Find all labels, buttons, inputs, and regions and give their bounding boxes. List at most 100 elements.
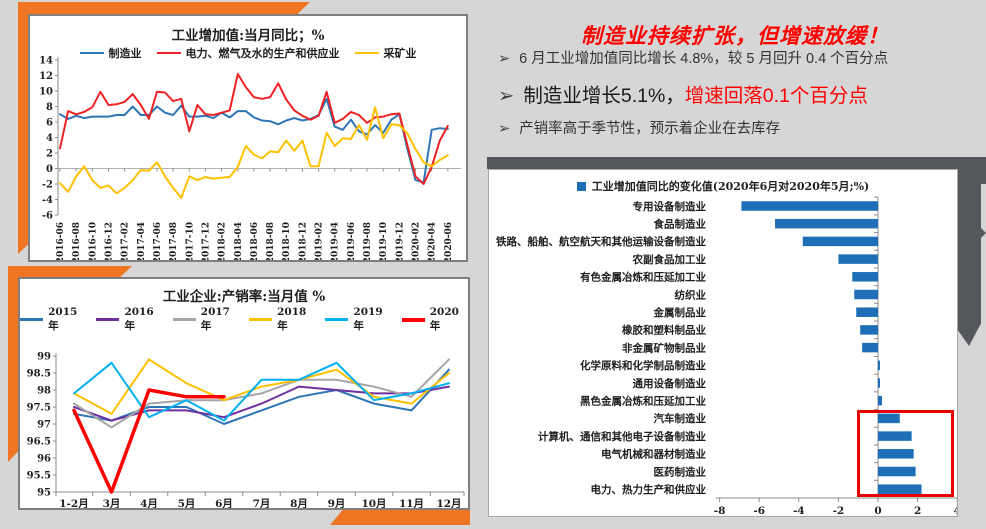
svg-text:2020-04: 2020-04 [428, 222, 438, 260]
svg-text:2018-12: 2018-12 [298, 222, 308, 260]
legend-item: 2018年 [249, 306, 315, 333]
bullet-industrial-growth: ➢ 6 月工业增加值同比增长 4.8%，较 5 月回升 0.4 个百分点 [498, 50, 982, 70]
legend-label: 2016年 [124, 306, 154, 332]
legend-swatch [20, 318, 44, 321]
svg-text:2017-06: 2017-06 [153, 222, 163, 260]
svg-text:专用设备制造业: 专用设备制造业 [633, 200, 707, 213]
svg-text:汽车制造业: 汽车制造业 [654, 412, 707, 425]
legend-swatch [325, 318, 349, 321]
svg-text:0: 0 [46, 164, 53, 175]
chart2-title: 工业企业:产销率:当月值 % [162, 289, 326, 305]
bullet-text-red: 增速回落0.1个百分点 [684, 84, 868, 107]
svg-text:10月: 10月 [361, 498, 386, 508]
chart3-plot: -8 -6 -4 -2 0 2 4 专用设备制造业食品制造业铁路、船舶、航空航天和其他运输设备… [496, 196, 957, 516]
svg-text:12月: 12月 [436, 498, 461, 508]
legend-label: 工业增加值同比的变化值(2020年6月对2020年5月;%) [591, 180, 870, 193]
legend-label: 采矿业 [383, 47, 417, 60]
legend-item: 采矿业 [354, 45, 417, 61]
chart2-legend: 2015年 2016年 2017年 2018年 2019年 2020年 [20, 306, 468, 333]
svg-text:2017-04: 2017-04 [137, 222, 147, 260]
svg-text:2018-08: 2018-08 [266, 222, 276, 260]
chart2-plot: 99 98.5 98 97.5 97 96.5 96 95.5 95 1-2月 3月 4月 5月 6月 7月… [27, 352, 465, 508]
svg-text:97.5: 97.5 [27, 403, 51, 414]
arrow-bullet-icon: ➢ [498, 51, 511, 67]
svg-text:医药制造业: 医药制造业 [654, 465, 707, 478]
gray-arrow-right-icon [979, 226, 986, 240]
bullet-manufacturing-growth: ➢ 制造业增长5.1%，增速回落0.1个百分点 [498, 83, 982, 109]
svg-text:2017-02: 2017-02 [121, 222, 131, 260]
svg-text:2017-08: 2017-08 [169, 222, 179, 260]
svg-text:2020-02: 2020-02 [412, 222, 422, 260]
legend-label: 2019年 [353, 306, 383, 332]
gray-band-right [957, 157, 981, 346]
svg-text:8: 8 [46, 102, 53, 113]
svg-text:有色金属冶炼和压延加工业: 有色金属冶炼和压延加工业 [580, 271, 706, 284]
svg-text:化学原料和化学制品制造业: 化学原料和化学制品制造业 [580, 359, 706, 372]
svg-text:99: 99 [37, 352, 51, 363]
svg-text:2019-10: 2019-10 [379, 222, 389, 260]
orange-accent-p1-top [18, 2, 310, 16]
svg-text:2019-12: 2019-12 [395, 222, 405, 260]
svg-text:4月: 4月 [140, 498, 158, 508]
svg-text:-2: -2 [833, 505, 845, 516]
svg-text:4: 4 [954, 505, 957, 516]
svg-text:2017-12: 2017-12 [201, 222, 211, 260]
legend-swatch [79, 51, 104, 55]
svg-text:通用设备制造业: 通用设备制造业 [633, 377, 707, 390]
svg-text:-6: -6 [753, 505, 765, 516]
svg-text:96.5: 96.5 [27, 437, 51, 448]
panel-industrial-value-added: 工业增加值:当月同比；% 制造业 电力、燃气及水的生产和供应业 采矿业 14 12 10… [28, 14, 468, 262]
svg-text:1-2月: 1-2月 [59, 498, 88, 508]
legend-swatch [156, 51, 181, 55]
svg-text:金属制品业: 金属制品业 [653, 306, 707, 319]
legend-label: 2018年 [277, 306, 307, 332]
legend-swatch [172, 318, 196, 321]
panel-sales-output-ratio: 工业企业:产销率:当月值 % 2015年 2016年 2017年 2018年 2019年… [18, 277, 470, 510]
legend-item: 制造业 [79, 45, 142, 61]
svg-text:97: 97 [37, 420, 51, 431]
svg-text:铁路、船舶、航空航天和其他运输设备制造业: 铁路、船舶、航空航天和其他运输设备制造业 [496, 235, 706, 248]
svg-text:10: 10 [39, 87, 53, 98]
svg-text:橡胶和塑料制品业: 橡胶和塑料制品业 [622, 324, 706, 337]
svg-text:2019-08: 2019-08 [363, 222, 373, 260]
bullet-text-black: 制造业增长5.1%， [523, 84, 685, 107]
svg-text:3月: 3月 [103, 498, 121, 508]
svg-text:2018-02: 2018-02 [218, 222, 228, 260]
legend-swatch [96, 318, 120, 321]
svg-text:98.5: 98.5 [27, 369, 51, 380]
svg-text:2019-02: 2019-02 [315, 222, 325, 260]
bullet-list: ➢ 6 月工业增加值同比增长 4.8%，较 5 月回升 0.4 个百分点 ➢ 制… [498, 50, 982, 152]
arrow-bullet-icon: ➢ [498, 120, 511, 137]
bullet-sales-ratio: ➢ 产销率高于季节性，预示着企业在去库存 [498, 120, 982, 140]
orange-accent-p2-top [8, 266, 132, 280]
orange-accent-p2-bottom [330, 510, 470, 525]
svg-text:95.5: 95.5 [27, 471, 51, 482]
svg-text:食品制造业: 食品制造业 [653, 218, 707, 231]
legend-label: 2017年 [200, 306, 230, 332]
svg-text:4: 4 [46, 133, 53, 144]
chart1-title: 工业增加值:当月同比；% [171, 28, 325, 44]
svg-text:-4: -4 [42, 195, 53, 206]
highlight-box [857, 410, 954, 497]
svg-text:2020-06: 2020-06 [444, 222, 454, 260]
svg-text:-4: -4 [793, 505, 805, 516]
legend-label: 制造业 [108, 47, 142, 60]
svg-text:2016-08: 2016-08 [72, 222, 82, 260]
svg-text:黑色金属冶炼和压延加工业: 黑色金属冶炼和压延加工业 [580, 395, 706, 408]
svg-text:2019-06: 2019-06 [347, 222, 357, 260]
svg-text:电力、热力生产和供应业: 电力、热力生产和供应业 [591, 483, 707, 496]
legend-item: 2015年 [20, 306, 86, 333]
svg-text:-6: -6 [42, 211, 53, 222]
svg-text:9月: 9月 [328, 498, 346, 508]
svg-text:非金属矿物制品业: 非金属矿物制品业 [622, 341, 706, 354]
legend-square-icon [576, 181, 586, 191]
chart3-legend: 工业增加值同比的变化值(2020年6月对2020年5月;%) [489, 178, 957, 194]
svg-text:2019-04: 2019-04 [331, 222, 341, 260]
arrow-bullet-icon: ➢ [498, 84, 515, 107]
legend-item: 2019年 [325, 306, 391, 333]
svg-text:电气机械和器材制造业: 电气机械和器材制造业 [601, 448, 706, 461]
svg-text:-2: -2 [42, 180, 53, 191]
svg-text:2018-10: 2018-10 [282, 222, 292, 260]
svg-text:2018-06: 2018-06 [250, 222, 260, 260]
